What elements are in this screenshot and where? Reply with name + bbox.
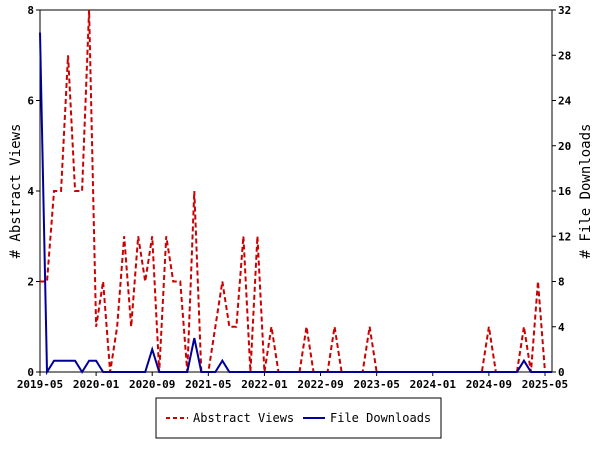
legend-label-file-downloads: File Downloads	[330, 411, 431, 425]
y-left-axis-title: # Abstract Views	[8, 124, 24, 259]
x-tick-label: 2024-09	[466, 378, 512, 391]
plot-frame	[39, 9, 553, 373]
x-tick-label: 2025-05	[522, 378, 568, 391]
x-tick-label: 2021-05	[185, 378, 231, 391]
x-tick-label: 2024-01	[410, 378, 457, 391]
y-left-tick-label: 6	[27, 95, 34, 108]
y-left-tick-label: 8	[27, 4, 34, 17]
y-right-tick-label: 0	[558, 366, 565, 379]
y-right-tick-label: 12	[558, 230, 571, 243]
legend: Abstract Views File Downloads	[155, 397, 442, 439]
y-left-tick-label: 4	[27, 185, 34, 198]
y-right-tick-label: 4	[558, 321, 565, 334]
y-right-tick-label: 32	[558, 4, 571, 17]
y-right-tick-label: 24	[558, 95, 572, 108]
legend-label-abstract-views: Abstract Views	[193, 411, 294, 425]
x-tick-label: 2019-05	[17, 378, 63, 391]
x-tick-label: 2023-05	[353, 378, 399, 391]
x-tick-label: 2022-01	[241, 378, 288, 391]
series-line-abstract-views	[40, 9, 552, 373]
y-right-axis-title: # File Downloads	[578, 124, 594, 259]
y-left-tick-label: 2	[27, 276, 34, 289]
y-right-tick-label: 16	[558, 185, 572, 198]
series-line-file-downloads	[39, 32, 552, 376]
y-left-tick-label: 0	[27, 366, 34, 379]
y-right-tick-label: 20	[558, 140, 571, 153]
x-tick-label: 2022-09	[297, 378, 343, 391]
series-layer	[39, 9, 552, 376]
legend-box	[155, 397, 442, 439]
y-right-tick-label: 8	[558, 276, 565, 289]
x-tick-label: 2020-01	[73, 378, 120, 391]
y-right-tick-label: 28	[558, 49, 571, 62]
x-tick-label: 2020-09	[129, 378, 175, 391]
